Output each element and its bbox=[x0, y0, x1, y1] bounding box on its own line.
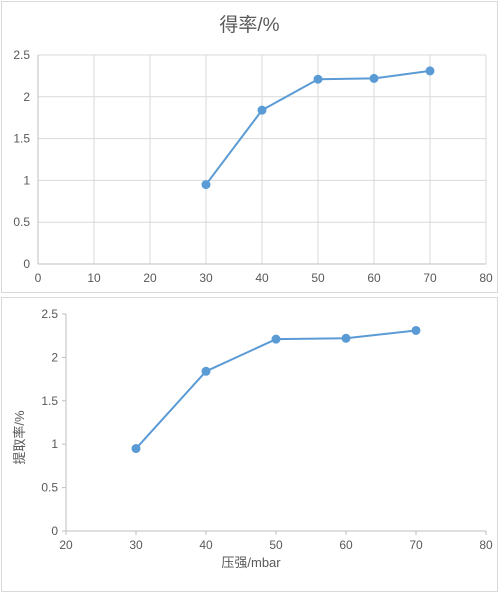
y-tick-label: 1 bbox=[51, 437, 58, 451]
chart-top-frame: 得率/% 0 10 20 30 40 50 60 70 80 0 0.5 1 1.5 2 2.5 bbox=[1, 1, 498, 293]
data-point bbox=[271, 334, 281, 344]
y-tick-label: 0 bbox=[23, 257, 30, 271]
y-tick-label: 0.5 bbox=[41, 481, 58, 495]
x-tick-label: 40 bbox=[255, 271, 269, 285]
data-point bbox=[201, 366, 211, 376]
data-point bbox=[425, 66, 435, 76]
data-point bbox=[201, 180, 211, 190]
x-axis-label: 压强/mbar bbox=[221, 555, 281, 570]
data-point bbox=[341, 333, 351, 343]
x-tick-label: 40 bbox=[199, 538, 213, 552]
y-tick-label: 2.5 bbox=[41, 307, 58, 321]
y-tick-label: 1.5 bbox=[41, 394, 58, 408]
chart-top-plot: 0 10 20 30 40 50 60 70 80 0 0.5 1 1.5 2 2.5 bbox=[13, 48, 493, 285]
chart-bottom-frame: 20 30 40 50 60 70 80 0 0.5 1 1.5 2 2.5 压强/mbar 提取率/% bbox=[1, 297, 498, 592]
data-point bbox=[313, 74, 323, 84]
y-tick-label: 1.5 bbox=[13, 132, 30, 146]
data-point bbox=[369, 73, 379, 83]
data-point bbox=[411, 325, 421, 335]
data-point bbox=[257, 105, 267, 115]
chart-title: 得率/% bbox=[219, 15, 280, 36]
x-tick-label: 70 bbox=[423, 271, 437, 285]
y-tick-label: 1 bbox=[23, 173, 30, 187]
y-tick-label: 2.5 bbox=[13, 48, 30, 62]
data-point bbox=[131, 444, 141, 454]
x-tick-label: 20 bbox=[143, 271, 157, 285]
x-tick-label: 80 bbox=[479, 538, 493, 552]
y-tick-label: 2 bbox=[23, 90, 30, 104]
x-tick-label: 70 bbox=[409, 538, 423, 552]
chart-bottom-plot: 20 30 40 50 60 70 80 0 0.5 1 1.5 2 2.5 压强/mbar 提取率/% bbox=[12, 307, 493, 570]
x-tick-label: 20 bbox=[59, 538, 73, 552]
x-tick-label: 0 bbox=[35, 271, 42, 285]
x-tick-label: 80 bbox=[479, 271, 493, 285]
x-tick-label: 30 bbox=[199, 271, 213, 285]
y-axis-label: 提取率/% bbox=[12, 410, 27, 465]
x-tick-label: 10 bbox=[87, 271, 101, 285]
y-tick-label: 0.5 bbox=[13, 215, 30, 229]
series-line bbox=[135, 329, 417, 450]
x-tick-label: 50 bbox=[311, 271, 325, 285]
x-tick-label: 60 bbox=[339, 538, 353, 552]
x-tick-label: 30 bbox=[129, 538, 143, 552]
y-tick-label: 2 bbox=[51, 350, 58, 364]
x-tick-label: 60 bbox=[367, 271, 381, 285]
x-tick-label: 50 bbox=[269, 538, 283, 552]
y-tick-label: 0 bbox=[51, 524, 58, 538]
